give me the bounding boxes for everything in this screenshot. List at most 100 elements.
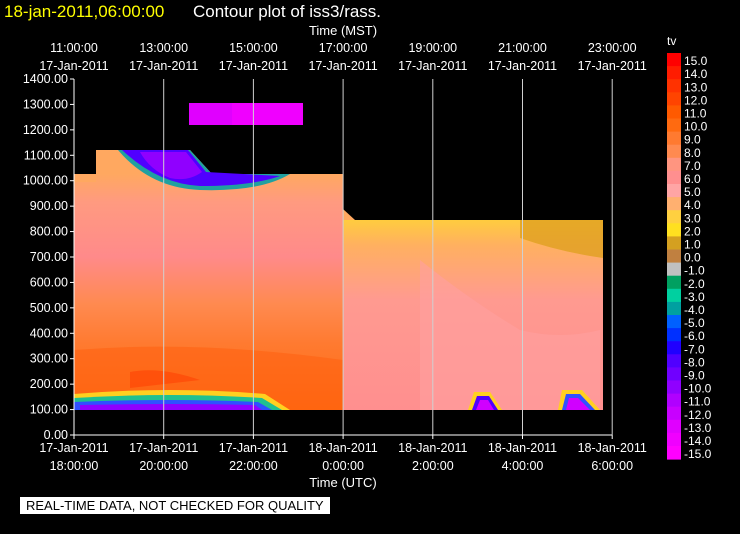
- colorbar-level-label: -9.0: [684, 369, 705, 383]
- contour-field: [74, 103, 603, 410]
- x-bottom-time-label: 4:00:00: [502, 459, 544, 473]
- y-tick-label: 800.00: [30, 225, 68, 239]
- x-top-date-label: 17-Jan-2011: [219, 59, 288, 73]
- x-bottom-date-label: 18-Jan-2011: [488, 441, 557, 455]
- colorbar-swatch: [667, 328, 681, 342]
- x-bottom-date-label: 18-Jan-2011: [308, 441, 377, 455]
- colorbar-swatch: [667, 144, 681, 159]
- x-top-time-label: 19:00:00: [408, 41, 457, 55]
- y-tick-label: 200.00: [30, 377, 68, 391]
- x-bottom-time-label: 18:00:00: [50, 459, 99, 473]
- colorbar-level-label: -2.0: [684, 277, 705, 291]
- colorbar-swatch: [667, 341, 681, 355]
- colorbar-level-label: -8.0: [684, 355, 705, 369]
- grid-lines: [163, 79, 613, 435]
- colorbar-level-label: 10.0: [684, 120, 708, 134]
- x-top-date-label: 17-Jan-2011: [488, 59, 557, 73]
- colorbar-swatch: [667, 367, 681, 381]
- colorbar-level-label: 0.0: [684, 251, 701, 265]
- x-bottom-time-label: 0:00:00: [322, 459, 364, 473]
- colorbar: tv 15.014.013.012.011.010.09.08.07.06.05.…: [667, 34, 712, 461]
- quality-warning: REAL-TIME DATA, NOT CHECKED FOR QUALITY: [20, 497, 330, 514]
- bottom-axis-title: Time (UTC): [309, 475, 377, 490]
- colorbar-swatch: [667, 393, 681, 408]
- colorbar-level-label: -13.0: [684, 421, 712, 435]
- colorbar-level-label: -1.0: [684, 264, 705, 278]
- x-bottom-date-label: 18-Jan-2011: [398, 441, 467, 455]
- colorbar-swatch: [667, 380, 681, 395]
- x-bottom-time-label: 2:00:00: [412, 459, 454, 473]
- colorbar-swatch: [667, 197, 681, 211]
- colorbar-level-label: -11.0: [684, 395, 711, 409]
- colorbar-swatch: [667, 262, 681, 277]
- y-tick-label: 100.00: [30, 403, 68, 417]
- colorbar-level-label: 4.0: [684, 198, 701, 212]
- colorbar-level-label: -12.0: [684, 408, 712, 422]
- y-tick-label: 700.00: [30, 250, 68, 264]
- y-tick-label: 600.00: [30, 275, 68, 289]
- colorbar-level-label: 1.0: [684, 238, 701, 252]
- x-top-date-label: 17-Jan-2011: [398, 59, 467, 73]
- colorbar-swatch: [667, 275, 681, 290]
- x-top-time-label: 15:00:00: [229, 41, 278, 55]
- colorbar-swatch: [667, 249, 681, 264]
- colorbar-swatch: [667, 315, 681, 329]
- colorbar-level-label: -6.0: [684, 329, 705, 343]
- colorbar-swatch: [667, 301, 681, 316]
- colorbar-level-label: -3.0: [684, 290, 705, 304]
- colorbar-swatch: [667, 105, 681, 119]
- colorbar-label: tv: [667, 34, 676, 48]
- x-top-time-label: 17:00:00: [319, 41, 368, 55]
- colorbar-swatch: [667, 210, 681, 224]
- colorbar-level-label: 3.0: [684, 211, 701, 225]
- x-top-date-label: 17-Jan-2011: [578, 59, 647, 73]
- axes: 0.00 100.00 200.00 300.00 400.00 500.00 600.00…: [23, 41, 647, 473]
- colorbar-swatch: [667, 184, 681, 198]
- colorbar-swatch: [667, 236, 681, 250]
- colorbar-level-label: 9.0: [684, 133, 701, 147]
- colorbar-level-label: 2.0: [684, 224, 701, 238]
- colorbar-level-label: 5.0: [684, 185, 701, 199]
- colorbar-swatch: [667, 157, 681, 172]
- colorbar-swatch: [667, 53, 681, 67]
- colorbar-level-label: 15.0: [684, 54, 708, 68]
- x-top-time-label: 21:00:00: [498, 41, 547, 55]
- y-tick-label: 1100.00: [24, 148, 68, 162]
- colorbar-swatch: [667, 170, 681, 185]
- colorbar-swatch: [667, 79, 681, 93]
- colorbar-level-label: -7.0: [684, 342, 705, 356]
- colorbar-level-label: 11.0: [684, 107, 707, 121]
- top-axis-title: Time (MST): [308, 23, 378, 38]
- colorbar-swatch: [667, 432, 681, 447]
- x-top-date-label: 17-Jan-2011: [308, 59, 377, 73]
- y-tick-label: 400.00: [30, 326, 68, 340]
- colorbar-level-label: 12.0: [684, 93, 708, 107]
- x-bottom-date-label: 18-Jan-2011: [578, 441, 647, 455]
- colorbar-swatch: [667, 288, 681, 303]
- colorbar-level-label: 13.0: [684, 80, 708, 94]
- x-top-time-label: 11:00:00: [50, 41, 98, 55]
- colorbar-swatch: [667, 406, 681, 421]
- x-top-date-label: 17-Jan-2011: [39, 59, 108, 73]
- colorbar-swatch: [667, 419, 681, 434]
- plot-title: Contour plot of iss3/rass.: [193, 2, 382, 21]
- y-tick-label: 1200.00: [23, 123, 68, 137]
- x-bottom-date-label: 17-Jan-2011: [129, 441, 198, 455]
- colorbar-level-label: -5.0: [684, 316, 705, 330]
- colorbar-level-label: -10.0: [684, 382, 712, 396]
- colorbar-level-label: -4.0: [684, 303, 705, 317]
- colorbar-swatch: [667, 131, 681, 146]
- x-top-time-label: 23:00:00: [588, 41, 637, 55]
- y-tick-label: 500.00: [30, 301, 68, 315]
- y-tick-label: 1000.00: [23, 174, 68, 188]
- x-bottom-time-label: 20:00:00: [139, 459, 188, 473]
- x-bottom-time-label: 6:00:00: [591, 459, 633, 473]
- plot-datetime: 18-jan-2011,06:00:00: [4, 2, 165, 21]
- colorbar-level-label: -14.0: [684, 434, 712, 448]
- x-bottom-date-label: 17-Jan-2011: [39, 441, 108, 455]
- y-tick-label: 900.00: [30, 199, 68, 213]
- y-tick-label: 1300.00: [23, 97, 68, 111]
- x-bottom-time-label: 22:00:00: [229, 459, 278, 473]
- colorbar-swatch: [667, 223, 681, 237]
